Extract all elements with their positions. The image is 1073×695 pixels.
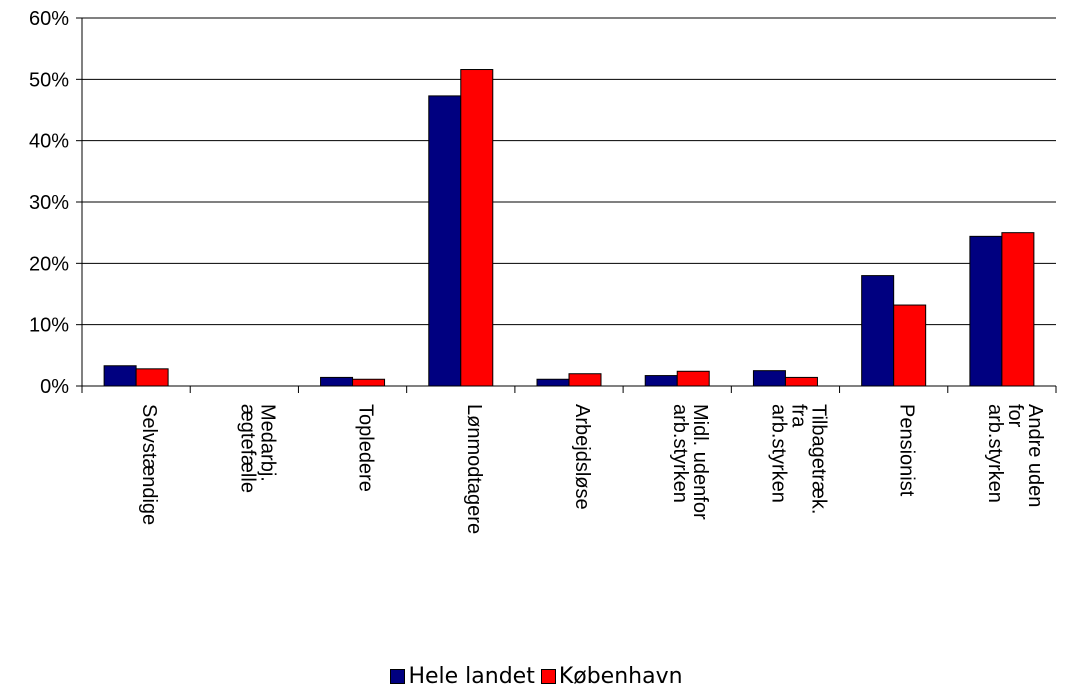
category-label: Midl. udenfor <box>689 404 711 520</box>
category-label: Arbejdsløse <box>571 404 593 510</box>
bars <box>103 69 1035 387</box>
legend-item-kobenhavn: København <box>540 664 683 689</box>
legend-item-hele-landet: Hele landet <box>390 664 535 689</box>
category-label: arb.styrken <box>767 404 789 503</box>
category-label: arb.styrken <box>984 404 1006 503</box>
bar-hele-landet <box>644 375 678 387</box>
legend-swatch-kobenhavn <box>540 669 556 684</box>
bar-hele-landet <box>103 365 137 387</box>
category-label: ægtefælle <box>236 404 258 493</box>
bar-hele-landet <box>320 376 354 387</box>
y-tick-label: 50% <box>29 69 69 91</box>
category-label: Andre uden <box>1024 404 1046 507</box>
category-label: Selvstændige <box>138 404 160 525</box>
y-tick-label: 20% <box>29 253 69 275</box>
y-tick-label: 60% <box>29 8 69 30</box>
bar-hele-landet <box>752 370 786 387</box>
gridlines <box>82 17 1056 326</box>
legend: Hele landet København <box>0 664 1073 689</box>
bar-kobenhavn <box>893 304 927 387</box>
category-label: arb.styrken <box>669 404 691 503</box>
category-label: Tilbagetræk. <box>807 404 829 514</box>
y-tick-label: 30% <box>29 192 69 214</box>
bar-kobenhavn <box>352 378 386 387</box>
legend-label-hele-landet: Hele landet <box>408 664 535 689</box>
category-label: for <box>1004 404 1026 428</box>
y-tick-label: 40% <box>29 131 69 153</box>
y-tick-label: 0% <box>40 376 69 398</box>
legend-swatch-hele-landet <box>390 669 406 684</box>
bar-kobenhavn <box>676 370 710 387</box>
bar-hele-landet <box>861 275 895 387</box>
category-label: Medarbj. <box>256 404 278 482</box>
category-label: Topledere <box>355 404 377 492</box>
y-axis: 0% 10% 20% 30% 40% 50% 60% <box>29 8 83 398</box>
category-labels: Selvstændige Medarbj.ægtefælle Topledere Lø… <box>138 404 1046 534</box>
category-label: Pensionist <box>896 404 918 497</box>
y-tick-label: 10% <box>29 315 69 337</box>
x-axis <box>81 385 1057 393</box>
legend-label-kobenhavn: København <box>558 664 683 689</box>
bar-kobenhavn <box>460 69 494 387</box>
bar-kobenhavn <box>568 373 602 387</box>
bar-kobenhavn <box>1001 232 1035 387</box>
bar-chart: 0% 10% 20% 30% 40% 50% 60% Selvstændige Medarbj… <box>29 8 1057 534</box>
bar-kobenhavn <box>784 376 818 387</box>
bar-hele-landet <box>428 95 462 387</box>
category-label: Lønmodtagere <box>463 404 485 534</box>
bar-hele-landet <box>969 235 1003 387</box>
category-label: fra <box>787 404 809 428</box>
bar-hele-landet <box>536 378 570 387</box>
bar-kobenhavn <box>135 368 169 387</box>
